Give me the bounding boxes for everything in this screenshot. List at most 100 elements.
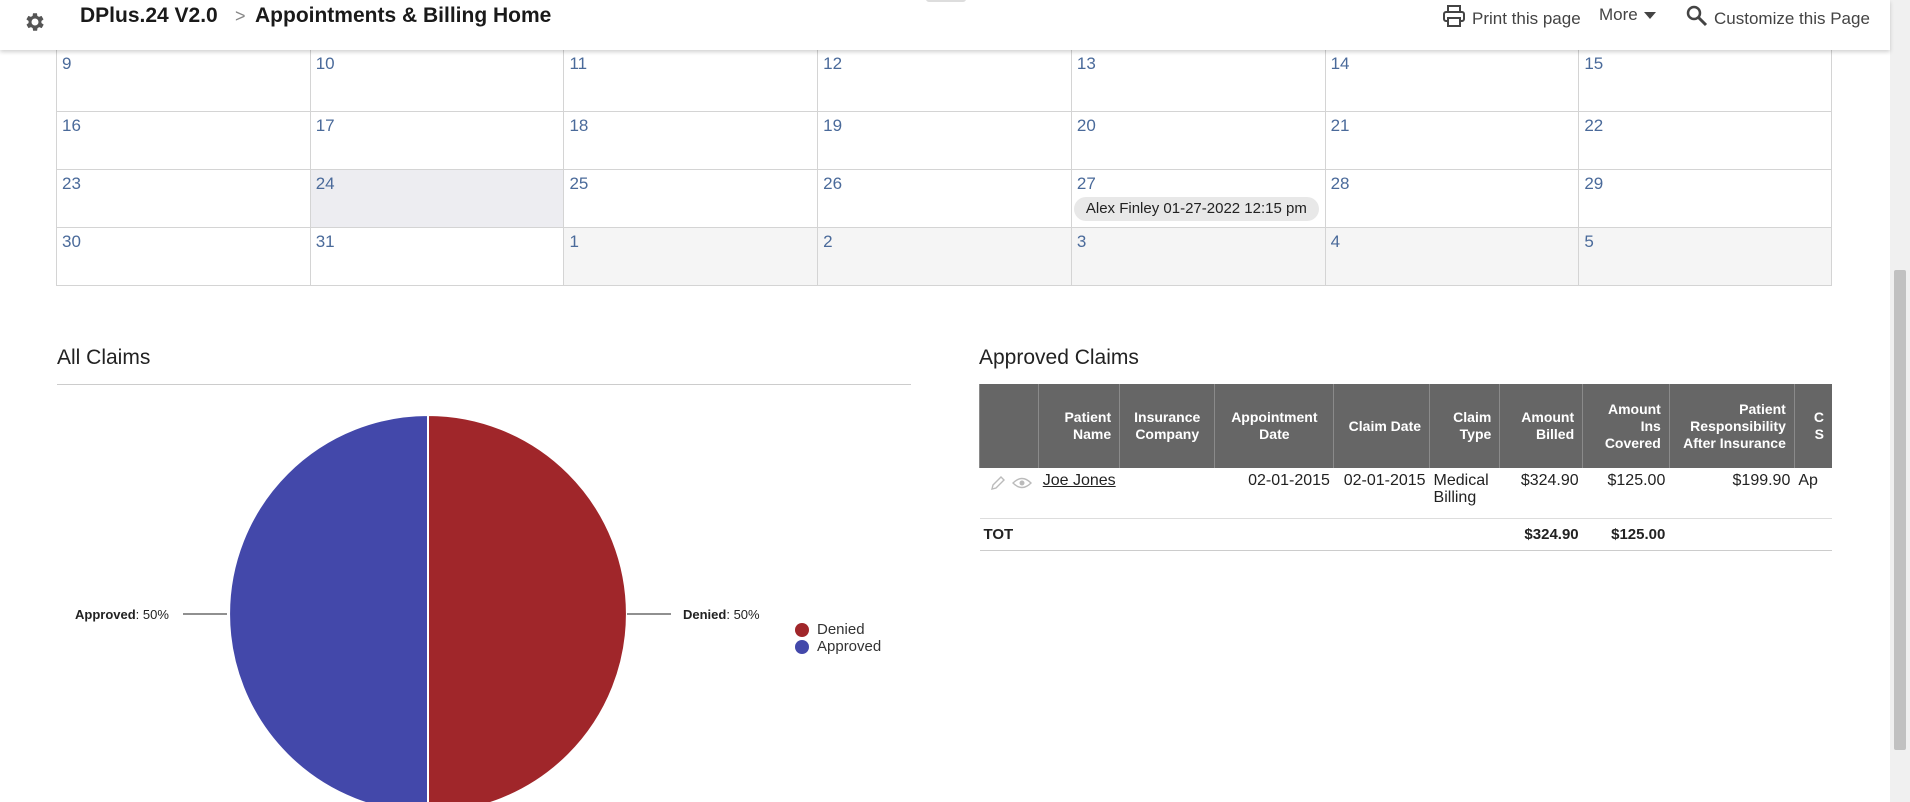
cell-claim-type: Medical Billing [1429, 468, 1500, 519]
calendar-day-cell[interactable]: 19 [817, 112, 1071, 169]
day-number[interactable]: 31 [315, 232, 335, 251]
gear-icon[interactable] [22, 10, 46, 34]
customize-label: Customize this Page [1714, 8, 1870, 28]
customize-search-icon [1686, 5, 1708, 32]
legend-swatch [795, 622, 809, 637]
col-insurance-company[interactable]: Insurance Company [1119, 384, 1215, 468]
day-number[interactable]: 29 [1584, 174, 1604, 193]
customize-page-button[interactable]: Customize this Page [1686, 5, 1870, 32]
appointment-event[interactable]: Alex Finley 01-27-2022 12:15 pm [1073, 197, 1319, 221]
day-number[interactable]: 26 [823, 174, 843, 193]
day-number[interactable]: 3 [1076, 232, 1087, 251]
day-number[interactable]: 20 [1076, 116, 1096, 135]
eye-icon[interactable] [1011, 475, 1032, 496]
day-number[interactable]: 17 [315, 116, 335, 135]
pie-slice-denied[interactable] [427, 413, 628, 802]
day-number[interactable]: 23 [62, 174, 81, 193]
day-number[interactable]: 5 [1584, 232, 1594, 251]
totals-empty [1214, 518, 1334, 551]
day-number[interactable]: 25 [569, 174, 589, 193]
vertical-scrollbar[interactable] [1890, 0, 1910, 802]
print-button[interactable]: Print this page [1442, 5, 1581, 32]
printer-icon [1442, 5, 1466, 32]
cell-appointment-date: 02-01-2015 [1214, 468, 1334, 519]
totals-empty [1333, 518, 1430, 551]
calendar-day-cell[interactable]: 14 [1324, 50, 1579, 111]
calendar-day-cell[interactable]: 17 [309, 112, 564, 169]
col-amount-billed[interactable]: Amount Billed [1499, 384, 1583, 468]
calendar-day-cell[interactable]: 16 [56, 112, 310, 169]
day-number[interactable]: 14 [1330, 54, 1350, 73]
calendar-day-cell[interactable]: 1 [563, 228, 818, 285]
cell-claim-status: Ap [1794, 468, 1832, 519]
top-header: DPlus.24 V2.0 > Appointments & Billing H… [0, 0, 1890, 50]
calendar-day-cell[interactable]: 28 [1324, 170, 1579, 227]
day-number[interactable]: 1 [569, 232, 579, 251]
calendar-day-cell[interactable]: 5 [1578, 228, 1833, 285]
handle-tab[interactable] [926, 0, 966, 2]
calendar-day-cell[interactable]: 20 [1070, 112, 1325, 169]
day-number[interactable]: 13 [1076, 54, 1096, 73]
day-number[interactable]: 15 [1584, 54, 1604, 73]
more-menu-button[interactable]: More [1599, 5, 1656, 25]
calendar-day-cell[interactable]: 9 [56, 50, 310, 111]
legend-item-denied[interactable]: Denied [795, 621, 881, 638]
pencil-icon[interactable] [990, 475, 1006, 496]
calendar-day-cell[interactable]: 4 [1324, 228, 1579, 285]
col-patient-name[interactable]: Patient Name [1038, 384, 1120, 468]
day-number[interactable]: 11 [569, 54, 588, 73]
day-number[interactable]: 12 [823, 54, 843, 73]
calendar-day-cell[interactable]: 13 [1070, 50, 1325, 111]
day-number[interactable]: 10 [315, 54, 335, 73]
calendar-day-cell[interactable]: 3 [1070, 228, 1325, 285]
pie-slice-approved[interactable] [228, 413, 429, 802]
calendar-day-cell[interactable]: 12 [817, 50, 1071, 111]
calendar-day-cell[interactable]: 31 [309, 228, 564, 285]
day-number[interactable]: 21 [1330, 116, 1350, 135]
calendar-day-cell[interactable]: 26 [817, 170, 1071, 227]
calendar-day-cell[interactable]: 15 [1578, 50, 1833, 111]
app-name[interactable]: DPlus.24 V2.0 [80, 4, 218, 27]
legend-label: Denied [817, 621, 865, 638]
day-number[interactable]: 24 [315, 174, 335, 193]
calendar-day-cell[interactable]: 29 [1578, 170, 1833, 227]
calendar-day-cell[interactable]: 30 [56, 228, 310, 285]
row-actions [979, 468, 1039, 519]
calendar-day-cell[interactable]: 2 [817, 228, 1071, 285]
calendar-day-cell[interactable]: 27 Alex Finley 01-27-2022 12:15 pm [1070, 170, 1325, 227]
calendar-week-row: 16 17 18 19 20 21 22 [56, 112, 1833, 170]
col-claim-type[interactable]: Claim Type [1429, 384, 1500, 468]
col-appointment-date[interactable]: Appointment Date [1214, 384, 1334, 468]
scrollbar-thumb[interactable] [1894, 270, 1906, 750]
calendar-week-row: 30 31 1 2 3 4 5 [56, 228, 1833, 286]
patient-link[interactable]: Joe Jones [1042, 472, 1116, 489]
calendar-day-cell[interactable]: 10 [309, 50, 564, 111]
calendar-day-cell[interactable]: 11 [563, 50, 817, 111]
day-number[interactable]: 18 [569, 116, 589, 135]
day-number[interactable]: 30 [62, 232, 81, 251]
col-amount-ins-covered[interactable]: Amount Ins Covered [1582, 384, 1670, 468]
day-number[interactable]: 9 [62, 54, 72, 73]
approved-claims-table: Patient Name Insurance Company Appointme… [979, 384, 1832, 551]
calendar-day-cell[interactable]: 23 [56, 170, 310, 227]
legend-item-approved[interactable]: Approved [795, 638, 881, 655]
col-claim-date[interactable]: Claim Date [1333, 384, 1430, 468]
day-number[interactable]: 28 [1330, 174, 1350, 193]
col-claim-status[interactable]: C S [1793, 384, 1832, 468]
calendar-day-cell[interactable]: 21 [1324, 112, 1579, 169]
calendar-day-cell[interactable]: 18 [563, 112, 817, 169]
day-number[interactable]: 27 [1076, 174, 1096, 193]
day-number[interactable]: 4 [1330, 232, 1341, 251]
day-number[interactable]: 2 [823, 232, 833, 251]
calendar-day-cell[interactable]: 25 [563, 170, 817, 227]
day-number[interactable]: 19 [823, 116, 843, 135]
day-number[interactable]: 22 [1584, 116, 1604, 135]
calendar-week-row: 9 10 11 12 13 14 15 [56, 50, 1833, 112]
col-patient-responsibility[interactable]: Patient Responsibility After Insurance [1668, 384, 1795, 468]
calendar-day-cell[interactable]: 22 [1578, 112, 1833, 169]
calendar-week-row: 23 24 25 26 27 Alex Finley 01-27-2022 12:15 p… [56, 170, 1833, 228]
cell-patient-responsibility: $199.90 [1669, 468, 1795, 519]
day-number[interactable]: 16 [62, 116, 81, 135]
calendar-day-cell[interactable]: 24 [309, 170, 564, 227]
cell-amount-ins-covered: $125.00 [1582, 468, 1670, 519]
